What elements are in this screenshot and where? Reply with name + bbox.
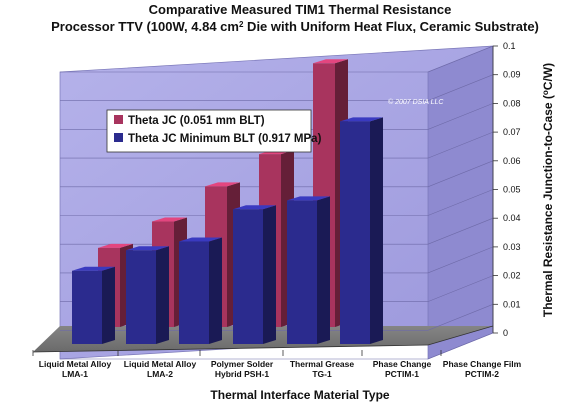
floor-front-edge [32,344,429,353]
bar-series-2-top [179,237,222,242]
bar-series-2-front [340,121,370,344]
x-tick-label: Polymer Solder Hybrid PSH-1 [211,359,274,379]
legend-label-series-1: Theta JC (0.051 mm BLT) [128,115,265,127]
gridline [60,45,494,73]
x-axis-labels: Liquid Metal Alloy LMA-1 Liquid Metal Allo… [32,350,522,379]
bar-series-2-front [233,209,263,344]
bars [72,59,383,344]
y-tick-label: 0.04 [503,213,521,223]
bar-series-1-top [98,243,133,248]
y-tick-label: 0.01 [503,299,521,309]
y-tick-label: 0.07 [503,127,521,137]
x-tick-label: Phase Change PCTIM-1 [373,359,432,379]
bar-series-2-top [72,266,115,271]
subtitle-superscript: 2 [239,20,244,29]
bar-series-2-side [370,117,383,344]
y-axis-title-unit: C/W) [541,63,555,90]
bar-series-2-top [126,246,169,251]
gridline [60,74,494,101]
chart-title: Comparative Measured TIM1 Thermal Resist… [149,2,452,17]
legend: Theta JC (0.051 mm BLT) Theta JC Minimum… [106,109,322,153]
y-tick-label: 0.1 [503,41,516,51]
gridline [60,160,494,188]
bar-series-2-front [126,250,156,344]
y-tick-label: 0.06 [503,156,521,166]
y-tick-label: 0.05 [503,185,521,195]
x-tick-label: Liquid Metal Alloy LMA-2 [124,359,197,379]
bar-series-1-top [313,59,348,64]
bar-series-2-front [72,270,102,344]
bar-series-2 [233,205,276,344]
legend-swatch-series-2 [114,133,123,142]
y-axis-title-main: Thermal Resistance Junction-to-Case ( [541,95,555,317]
legend-box [106,109,312,153]
bar-series-2 [287,196,330,344]
legend-swatch-series-1 [114,115,123,124]
gridline [60,189,494,216]
gridline [60,131,494,159]
y-axis-title: Thermal Resistance Junction-to-Case (oC/… [541,63,556,317]
subtitle-rest: Die with Uniform Heat Flux, Ceramic Subs… [243,19,538,34]
copyright-note: © 2007 DSIA LLC [388,98,444,106]
bar-series-2 [340,117,383,344]
bar-series-2-side [317,196,330,344]
x-tick-label: Thermal Grease TG-1 [290,359,355,379]
legend-label-series-2: Theta JC Minimum BLT (0.917 MPa) [128,133,322,145]
bar-series-2-top [287,196,330,201]
y-tick-label: 0.03 [503,242,521,252]
y-tick-label: 0 [503,328,508,338]
bar-series-1-top [205,182,240,187]
x-axis-title: Thermal Interface Material Type [210,388,390,402]
bar-series-2-top [233,205,276,210]
subtitle-main: Processor TTV (100W, 4.84 cm [51,19,239,34]
y-axis: 0 0.01 0.02 0.03 0.04 0.05 0.06 0.07 0.08 0.09 0.1 [492,41,521,338]
bar-series-1-top [152,217,187,222]
gridline [60,332,494,360]
y-axis-title-degree: o [541,90,550,95]
bar-series-2-front [287,200,317,344]
bar-series-2 [179,237,222,344]
bar-series-2-side [102,266,115,344]
y-tick-label: 0.02 [503,271,521,281]
y-tick-label: 0.09 [503,70,521,80]
x-tick-label: Phase Change Film PCTIM-2 [443,359,522,379]
y-tick-label: 0.08 [503,98,521,108]
bar-series-2-side [263,205,276,344]
bar-series-2-front [179,241,209,344]
bar-series-2 [126,246,169,344]
bar-series-2-side [209,237,222,344]
floor-right-edge [427,325,494,346]
chart-subtitle: Processor TTV (100W, 4.84 cm2 Die with U… [51,19,539,34]
bar-series-2-top [340,117,383,122]
bar-series-2 [72,266,115,344]
bar-series-2-side [156,246,169,344]
x-tick-label: Liquid Metal Alloy LMA-1 [39,359,112,379]
